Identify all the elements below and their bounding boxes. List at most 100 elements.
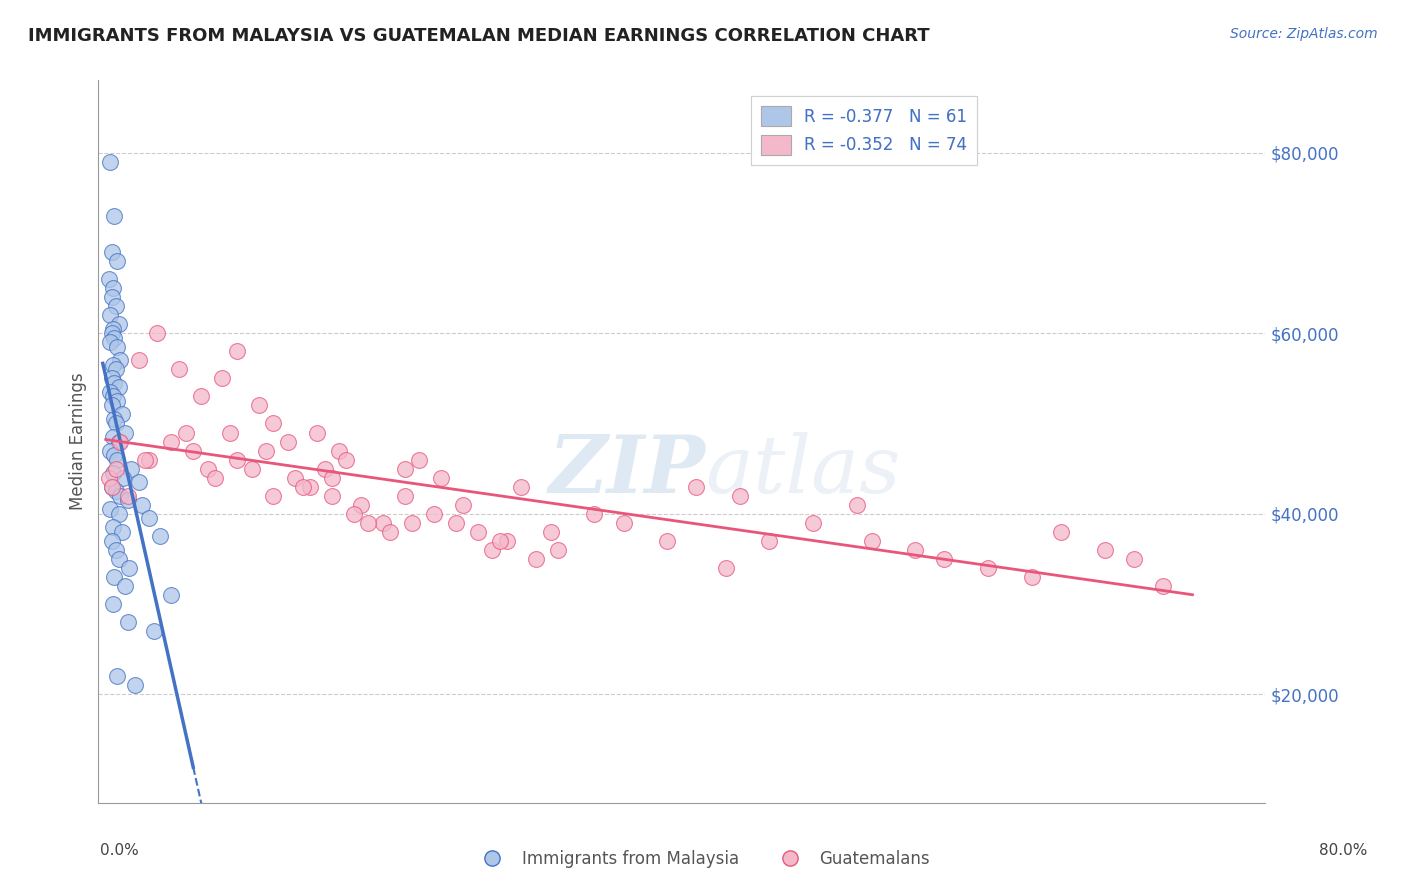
Point <box>101 520 124 534</box>
Point <box>105 669 128 683</box>
Point <box>190 389 212 403</box>
Point <box>104 417 127 431</box>
Point <box>120 461 142 475</box>
Point <box>111 524 134 539</box>
Point <box>138 452 160 467</box>
Point <box>510 480 533 494</box>
Legend: R = -0.377   N = 61, R = -0.352   N = 74: R = -0.377 N = 61, R = -0.352 N = 74 <box>751 95 977 165</box>
Point <box>98 154 121 169</box>
Point <box>284 470 307 484</box>
Point <box>101 281 124 295</box>
Point <box>103 376 125 390</box>
Point <box>146 326 169 340</box>
Point <box>394 489 416 503</box>
Point <box>101 321 124 335</box>
Point <box>101 358 124 372</box>
Point <box>110 353 132 368</box>
Point <box>114 425 136 440</box>
Point <box>111 408 134 422</box>
Point <box>98 384 121 399</box>
Point <box>846 498 869 512</box>
Point <box>103 209 125 223</box>
Point <box>100 398 122 412</box>
Point <box>105 393 128 408</box>
Point <box>124 678 146 692</box>
Point <box>98 335 121 350</box>
Point <box>101 597 124 611</box>
Point <box>226 452 249 467</box>
Point <box>114 579 136 593</box>
Point <box>1152 579 1174 593</box>
Point <box>108 434 131 449</box>
Point <box>423 507 446 521</box>
Point <box>100 533 122 548</box>
Point <box>496 533 519 548</box>
Point <box>298 480 321 494</box>
Point <box>101 430 124 444</box>
Point <box>181 443 204 458</box>
Point <box>110 434 132 449</box>
Text: 0.0%: 0.0% <box>100 843 139 858</box>
Point <box>211 371 233 385</box>
Point <box>110 489 132 503</box>
Point <box>714 561 737 575</box>
Point <box>350 498 373 512</box>
Point <box>104 299 127 313</box>
Point <box>100 290 122 304</box>
Point <box>1021 570 1043 584</box>
Point <box>108 317 131 331</box>
Point <box>583 507 606 521</box>
Point <box>104 542 127 557</box>
Point <box>547 542 569 557</box>
Point <box>103 448 125 462</box>
Point <box>685 480 707 494</box>
Point <box>105 253 128 268</box>
Point <box>1094 542 1116 557</box>
Point <box>104 484 127 499</box>
Y-axis label: Median Earnings: Median Earnings <box>69 373 87 510</box>
Point <box>160 588 183 602</box>
Point <box>263 417 285 431</box>
Point <box>167 362 190 376</box>
Point <box>149 529 172 543</box>
Point <box>98 443 121 458</box>
Point <box>103 331 125 345</box>
Point <box>240 461 263 475</box>
Point <box>343 507 366 521</box>
Point <box>100 371 122 385</box>
Point <box>103 570 125 584</box>
Point <box>98 502 121 516</box>
Point <box>307 425 329 440</box>
Point <box>934 552 956 566</box>
Point <box>254 443 277 458</box>
Text: ZIP: ZIP <box>548 432 706 509</box>
Point <box>314 461 336 475</box>
Point <box>371 516 394 530</box>
Legend: Immigrants from Malaysia, Guatemalans: Immigrants from Malaysia, Guatemalans <box>470 844 936 875</box>
Point <box>263 489 285 503</box>
Point <box>758 533 780 548</box>
Point <box>801 516 824 530</box>
Point <box>430 470 453 484</box>
Text: Source: ZipAtlas.com: Source: ZipAtlas.com <box>1230 27 1378 41</box>
Point <box>108 507 131 521</box>
Point <box>226 344 249 359</box>
Point <box>401 516 423 530</box>
Point <box>488 533 510 548</box>
Point <box>100 326 122 340</box>
Point <box>128 475 150 490</box>
Point <box>104 362 127 376</box>
Point <box>321 489 343 503</box>
Point <box>117 615 139 630</box>
Point <box>118 561 141 575</box>
Point <box>131 498 153 512</box>
Point <box>328 443 350 458</box>
Point <box>204 470 226 484</box>
Point <box>408 452 430 467</box>
Point <box>277 434 299 449</box>
Point <box>247 398 270 412</box>
Point <box>142 624 165 639</box>
Point <box>105 452 128 467</box>
Point <box>218 425 240 440</box>
Point <box>105 340 128 354</box>
